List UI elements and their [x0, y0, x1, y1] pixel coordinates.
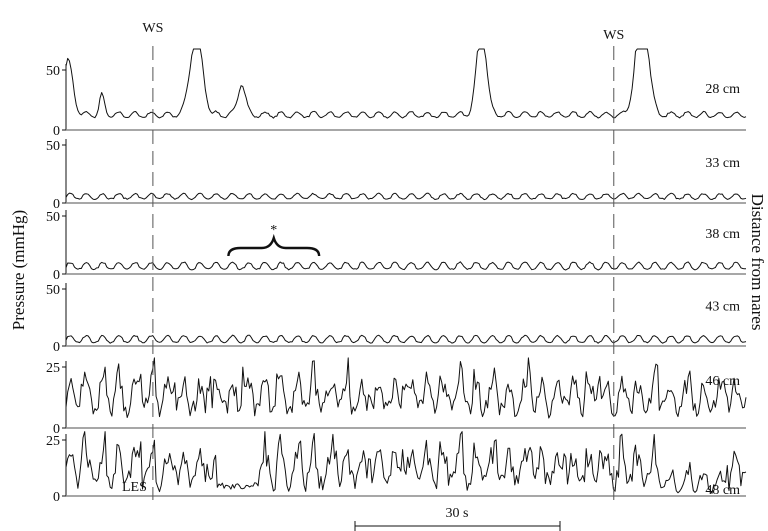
markers-group: WS WS — [142, 21, 624, 500]
les-annotation: LES — [122, 480, 147, 495]
trace-line — [65, 334, 747, 344]
y-tick-label: 0 — [53, 490, 60, 505]
y-tick-label: 50 — [46, 139, 60, 154]
ws-marker-label: WS — [603, 28, 624, 43]
panel-48cm: 0 25 48 cm — [46, 431, 747, 505]
panel-43cm: 0 50 43 cm — [46, 283, 747, 355]
y-tick-label: 50 — [46, 210, 60, 225]
y-tick-label: 0 — [53, 124, 60, 139]
y-tick-label: 0 — [53, 422, 60, 437]
panel-28cm: 0 50 28 cm — [46, 48, 747, 139]
distance-label: 43 cm — [705, 300, 740, 315]
y-tick-label: 50 — [46, 283, 60, 298]
y-tick-label: 50 — [46, 64, 60, 79]
distance-label: 33 cm — [705, 156, 740, 171]
scale-bar-label: 30 s — [446, 506, 469, 521]
asterisk-annotation: * — [270, 223, 277, 238]
y-tick-label: 0 — [53, 340, 60, 355]
y-axis-title: Pressure (mmHg) — [9, 210, 28, 330]
brace-annotation — [227, 233, 321, 257]
distance-label: 48 cm — [705, 483, 740, 498]
distance-label: 28 cm — [705, 82, 740, 97]
scale-bar: 30 s — [354, 506, 561, 531]
annotations-group: * LES — [122, 223, 321, 495]
trace-line — [65, 261, 746, 271]
panel-33cm: 0 50 33 cm — [46, 139, 747, 212]
right-axis-title: Distance from nares — [748, 194, 767, 331]
y-tick-label: 25 — [46, 361, 60, 376]
distance-label: 38 cm — [705, 227, 740, 242]
ws-marker-label: WS — [142, 21, 163, 36]
trace-line — [65, 357, 747, 419]
y-tick-label: 0 — [53, 268, 60, 283]
trace-line — [65, 192, 747, 201]
y-tick-label: 0 — [53, 197, 60, 212]
trace-line — [65, 431, 747, 494]
trace-line — [65, 48, 747, 119]
y-tick-label: 25 — [46, 434, 60, 449]
panel-38cm: 0 50 38 cm — [46, 210, 746, 283]
